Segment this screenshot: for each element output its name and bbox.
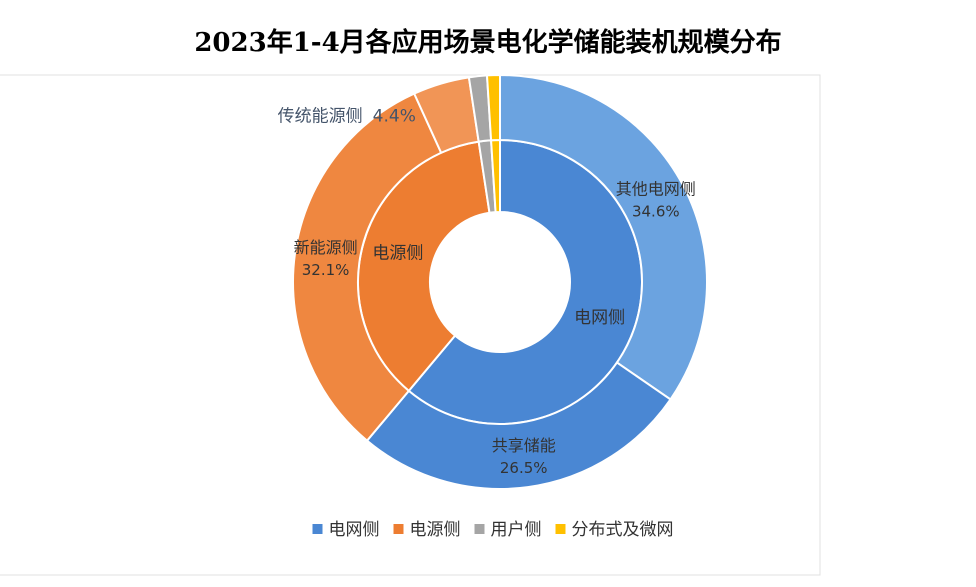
chart-title: 2023年1-4月各应用场景电化学储能装机规模分布 — [194, 27, 781, 58]
legend-label: 用户侧 — [491, 520, 542, 540]
donut-slice — [499, 73, 708, 401]
inner-label: 电源侧 — [372, 243, 423, 263]
outer-label: 传统能源侧 4.4% — [278, 106, 416, 126]
legend-swatch — [312, 524, 323, 534]
outer-label-name: 传统能源侧 — [278, 106, 363, 126]
outer-label: 新能源侧 — [294, 238, 358, 257]
legend-swatch — [555, 524, 566, 534]
outer-value-label: 34.6% — [632, 203, 680, 221]
donut-slice — [292, 92, 443, 443]
legend-label: 电网侧 — [329, 520, 380, 540]
outer-value-label: 26.5% — [500, 459, 548, 477]
donut-slice — [485, 73, 501, 142]
inner-label: 电网侧 — [574, 308, 625, 328]
legend-label: 电源侧 — [410, 520, 461, 540]
plot-frame — [0, 74, 821, 576]
legend-swatch — [393, 524, 404, 534]
donut-slice — [365, 361, 672, 490]
outer-label-value: 4.4% — [373, 106, 416, 126]
legend-label: 分布式及微网 — [572, 520, 674, 540]
outer-label: 共享储能 — [492, 436, 556, 455]
legend-swatch — [474, 524, 485, 534]
outer-value-label: 32.1% — [302, 261, 350, 279]
outer-label: 其他电网侧 — [616, 180, 696, 199]
